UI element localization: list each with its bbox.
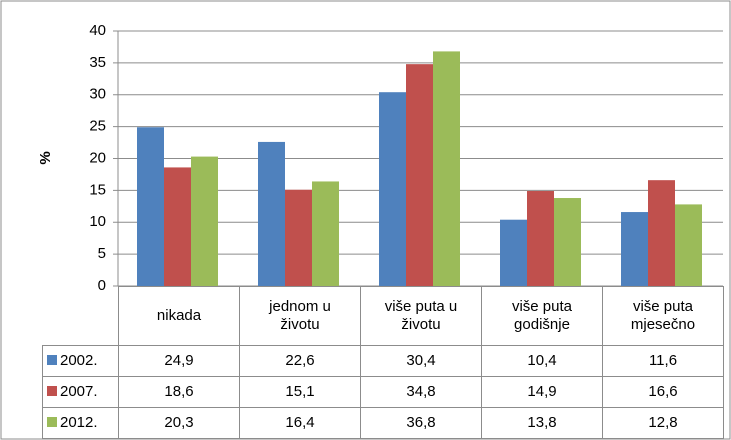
y-tick-label: 5	[98, 245, 106, 262]
legend-swatch	[47, 417, 57, 427]
bar	[379, 92, 406, 286]
bar	[675, 204, 702, 286]
value-label: 18,6	[118, 376, 240, 408]
value-label: 16,4	[239, 407, 361, 439]
bar	[137, 127, 164, 286]
value-label: 22,6	[239, 345, 361, 377]
bar	[164, 167, 191, 286]
value-label: 20,3	[118, 407, 240, 439]
legend-cell: 2002.	[42, 345, 119, 377]
bar	[312, 181, 339, 286]
legend-label: 2007.	[60, 383, 98, 400]
legend-cell: 2012.	[42, 407, 119, 439]
table-corner	[42, 286, 119, 346]
value-label: 24,9	[118, 345, 240, 377]
value-label: 11,6	[602, 345, 724, 377]
category-label: jednom u životu	[239, 286, 361, 346]
bar	[500, 219, 527, 286]
bar	[258, 141, 285, 286]
value-label: 34,8	[360, 376, 482, 408]
y-tick-label: 10	[89, 213, 106, 230]
y-tick-label: 40	[89, 22, 106, 39]
value-label: 30,4	[360, 345, 482, 377]
legend-cell: 2007.	[42, 376, 119, 408]
y-tick-label: 30	[89, 86, 106, 103]
legend-swatch	[47, 386, 57, 396]
y-tick-label: 20	[89, 149, 106, 166]
category-label: više puta u životu	[360, 286, 482, 346]
bar	[433, 51, 460, 287]
value-label: 15,1	[239, 376, 361, 408]
data-table: nikada jednom u životu više puta u životu v…	[42, 286, 724, 439]
table-row: 2002. 24,9 22,6 30,4 10,4 11,6	[42, 345, 724, 377]
y-tick-label: 35	[89, 54, 106, 71]
category-label: više puta godišnje	[481, 286, 603, 346]
bar	[527, 191, 554, 286]
y-tick-label: 25	[89, 118, 106, 135]
table-row: 2007. 18,6 15,1 34,8 14,9 16,6	[42, 376, 724, 408]
category-label: više puta mjesečno	[602, 286, 724, 346]
legend-label: 2012.	[60, 414, 98, 431]
value-label: 16,6	[602, 376, 724, 408]
category-label: nikada	[118, 286, 240, 346]
bar	[621, 212, 648, 286]
bar	[191, 156, 218, 286]
y-tick-label: 15	[89, 181, 106, 198]
table-row: 2012. 20,3 16,4 36,8 13,8 12,8	[42, 407, 724, 439]
value-label: 36,8	[360, 407, 482, 439]
legend-label: 2002.	[60, 352, 98, 369]
legend-swatch	[47, 355, 57, 365]
value-label: 12,8	[602, 407, 724, 439]
bar	[648, 180, 675, 286]
bar	[406, 64, 433, 287]
value-label: 14,9	[481, 376, 603, 408]
value-label: 10,4	[481, 345, 603, 377]
bar	[285, 189, 312, 286]
table-header-row: nikada jednom u životu više puta u životu v…	[42, 286, 724, 346]
value-label: 13,8	[481, 407, 603, 439]
y-axis-label: %	[37, 151, 54, 164]
y-tick-label: 0	[98, 277, 106, 294]
bar	[554, 198, 581, 286]
